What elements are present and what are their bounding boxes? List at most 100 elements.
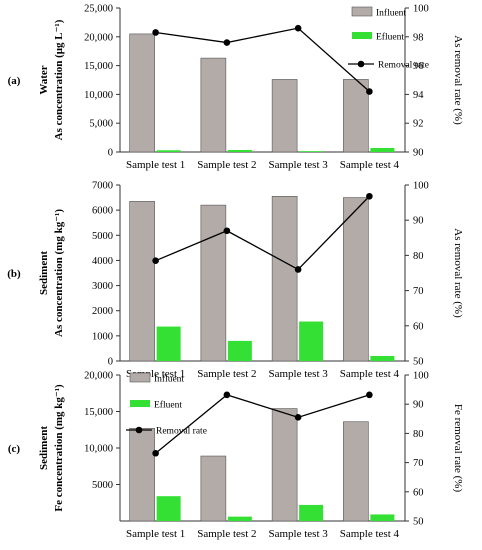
- row-label: Sediment: [38, 251, 50, 295]
- category-label: Sample test 4: [340, 159, 400, 171]
- removal-rate-line: [155, 394, 370, 454]
- legend-rate-label: Removal rate: [378, 61, 429, 71]
- legend-rate-marker: [357, 60, 365, 68]
- effluent-bar: [299, 504, 324, 521]
- y2-tick-label: 100: [413, 181, 429, 192]
- y2-tick-label: 90: [413, 400, 424, 411]
- y-tick-label: 15,000: [84, 407, 113, 418]
- y2-tick-label: 100: [413, 371, 429, 382]
- influent-bar: [200, 204, 227, 362]
- influent-bar: [129, 33, 155, 153]
- y-tick-label: 25,000: [84, 4, 113, 15]
- y2-tick-label: 60: [413, 321, 424, 332]
- y-tick-label: 0: [108, 357, 113, 368]
- influent-bar: [271, 79, 298, 153]
- removal-rate-point: [366, 88, 373, 95]
- category-label: Sample test 1: [126, 528, 185, 540]
- y2-tick-label: 70: [413, 286, 424, 297]
- y2-tick-label: 90: [413, 148, 424, 159]
- legend-influent-label: Influent: [376, 8, 406, 19]
- y-tick-label: 10,000: [84, 90, 113, 101]
- removal-rate-point: [294, 414, 302, 421]
- row-label: Water: [38, 65, 50, 94]
- effluent-bar: [299, 321, 324, 361]
- influent-bar: [200, 455, 227, 522]
- legend-effluent-label: Efluent: [376, 32, 404, 43]
- panel-label: (b): [7, 268, 21, 280]
- y2-tick-label: 60: [413, 487, 424, 498]
- removal-rate-line: [155, 27, 370, 93]
- chart-panel-2: 0 1000 2000 3000 4000 5000 6000 7000 50 60 70 80 90 1…: [7, 181, 464, 381]
- effluent-bar: [156, 496, 181, 521]
- y2-tick-label: 90: [413, 216, 424, 227]
- effluent-bar: [370, 147, 395, 152]
- panel-label: (c): [8, 443, 21, 455]
- removal-rate-line: [155, 195, 370, 271]
- effluent-bar: [370, 355, 395, 361]
- y2-tick-label: 80: [413, 429, 424, 440]
- y-tick-label: 3000: [92, 281, 113, 292]
- y2-axis-label: Fe removal rate (%): [452, 404, 464, 493]
- chart-panel-1: 0 5,000 10,000 15,000 20,000 25,000 90 92 94 96 98…: [8, 4, 464, 172]
- effluent-bar: [227, 149, 252, 152]
- category-label: Sample test 3: [268, 368, 328, 380]
- row-label: Sediment: [38, 426, 50, 470]
- category-label: Sample test 3: [268, 528, 328, 540]
- influent-bar: [343, 421, 369, 522]
- removal-rate-point: [366, 192, 373, 200]
- effluent-bar: [370, 514, 395, 521]
- influent-bar: [271, 196, 298, 362]
- y-tick-label: 15,000: [84, 61, 113, 72]
- y2-axis-label: As removal rate (%): [452, 35, 464, 125]
- y2-tick-label: 80: [413, 251, 424, 262]
- legend-effluent-label: Efluent: [154, 400, 182, 411]
- y2-tick-label: 92: [413, 119, 424, 130]
- chart-panel-3: 5000 10,000 15,000 20,000 50 60 70 80 90 100 Sampl…: [8, 371, 464, 541]
- influent-bar: [129, 427, 155, 522]
- y-tick-label: 6000: [92, 206, 113, 217]
- influent-bar: [343, 197, 369, 362]
- y-tick-label: 7000: [92, 181, 113, 192]
- influent-bar: [129, 201, 155, 362]
- y-axis-label: Fe concentration (mg kg⁻¹): [53, 384, 65, 512]
- category-label: Sample test 4: [340, 368, 400, 380]
- y-tick-label: 2000: [92, 306, 113, 317]
- panel-label: (a): [8, 75, 21, 87]
- y-tick-label: 5,000: [89, 119, 113, 130]
- removal-rate-point: [152, 29, 159, 36]
- effluent-bar: [227, 516, 252, 521]
- category-label: Sample test 1: [126, 159, 185, 171]
- legend-influent-swatch: [351, 6, 373, 17]
- influent-bar: [200, 57, 227, 153]
- removal-rate-point: [152, 257, 159, 264]
- category-label: Sample test 4: [340, 528, 400, 540]
- effluent-bar: [156, 150, 181, 152]
- y-tick-label: 5000: [92, 480, 113, 491]
- y-tick-label: 20,000: [84, 32, 113, 43]
- y2-tick-label: 98: [413, 32, 424, 43]
- category-label: Sample test 2: [197, 159, 256, 171]
- effluent-bar: [299, 151, 324, 152]
- removal-rate-point: [294, 24, 302, 32]
- y2-tick-label: 70: [413, 458, 424, 469]
- removal-rate-point: [294, 266, 302, 273]
- y2-axis-label: As removal rate (%): [452, 228, 464, 318]
- y-tick-label: 5000: [92, 231, 113, 242]
- effluent-bar: [227, 340, 252, 361]
- removal-rate-point: [366, 391, 373, 399]
- legend-effluent-swatch: [352, 32, 372, 39]
- y-tick-label: 4000: [92, 256, 113, 267]
- y2-tick-label: 50: [413, 517, 424, 528]
- category-label: Sample test 2: [197, 528, 256, 540]
- removal-rate-point: [223, 39, 231, 46]
- y2-tick-label: 94: [413, 90, 424, 101]
- legend-influent-swatch: [129, 372, 151, 383]
- y-tick-label: 20,000: [84, 371, 113, 382]
- y2-tick-label: 100: [413, 4, 429, 15]
- effluent-bar: [156, 326, 181, 361]
- y-axis-label: As concentration (mg kg⁻¹): [53, 209, 65, 337]
- influent-bar: [271, 408, 298, 522]
- category-label: Sample test 3: [268, 159, 328, 171]
- y2-tick-label: 50: [413, 357, 424, 368]
- y2-tick-label: 96: [413, 61, 424, 72]
